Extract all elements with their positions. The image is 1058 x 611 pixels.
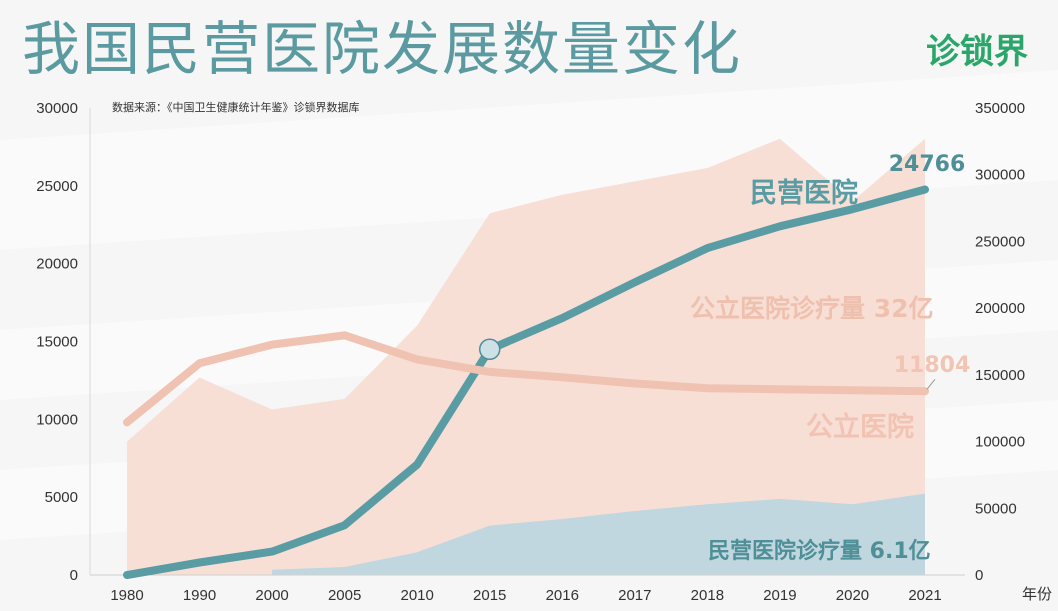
x-tick-label: 2005 [328, 587, 361, 604]
highlight-point [478, 338, 501, 361]
area-layer [127, 138, 926, 575]
right-tick-label: 200000 [975, 300, 1025, 317]
annotation-private_hospitals: 24766 [889, 152, 966, 177]
left-tick-label: 25000 [36, 178, 78, 195]
left-tick-label: 10000 [36, 411, 78, 428]
right-tick-label: 50000 [975, 500, 1017, 517]
left-tick-label: 0 [70, 567, 78, 584]
bg-stripe-0 [0, 70, 1058, 250]
public-end-leader [926, 378, 936, 390]
x-tick-label: 2010 [400, 587, 433, 604]
right-tick-label: 350000 [975, 100, 1025, 117]
area-public_visits [127, 138, 925, 575]
x-tick-label: 1990 [183, 587, 216, 604]
right-tick-label: 0 [975, 567, 983, 584]
x-tick-label: 2018 [691, 587, 724, 604]
brand-logo: 诊锁界 [926, 32, 1028, 72]
left-tick-label: 20000 [36, 256, 78, 273]
area-private_visits [272, 493, 926, 575]
line-private_hospitals [123, 185, 929, 579]
x-tick-label: 2019 [763, 587, 796, 604]
x-tick-label: 2015 [473, 587, 506, 604]
right-tick-label: 150000 [975, 367, 1025, 384]
x-tick-label: 2021 [908, 587, 941, 604]
x-axis-label: 年份 [1022, 585, 1052, 603]
right-tick-label: 250000 [975, 233, 1025, 250]
left-tick-label: 30000 [36, 100, 78, 117]
annotation-public_visits: 公立医院诊疗量 32亿 [690, 294, 934, 323]
right-tick-label: 100000 [975, 434, 1025, 451]
annotation-public_hospitals: 11804 [894, 353, 971, 378]
line-layer [123, 185, 936, 579]
line-public_hospitals [123, 331, 929, 427]
page-title: 我国民营医院发展数量变化 [22, 15, 743, 83]
data-source-note: 数据来源：《中国卫生健康统计年鉴》诊锁界数据库 [112, 101, 360, 114]
x-tick-label: 2000 [255, 587, 288, 604]
left-tick-label: 5000 [45, 489, 78, 506]
x-tick-label: 2016 [546, 587, 579, 604]
annotation-public_hospitals: 公立医院 [806, 411, 914, 443]
x-tick-label: 2017 [618, 587, 651, 604]
annotation-private_visits: 民营医院诊疗量 6.1亿 [708, 538, 931, 564]
right-tick-label: 300000 [975, 167, 1025, 184]
axes-layer: 0500010000150002000025000300000500001000… [36, 100, 1052, 604]
left-tick-label: 15000 [36, 334, 78, 351]
annotation-private_hospitals: 民营医院 [750, 177, 858, 209]
x-tick-label: 1980 [110, 587, 143, 604]
x-tick-label: 2020 [836, 587, 869, 604]
